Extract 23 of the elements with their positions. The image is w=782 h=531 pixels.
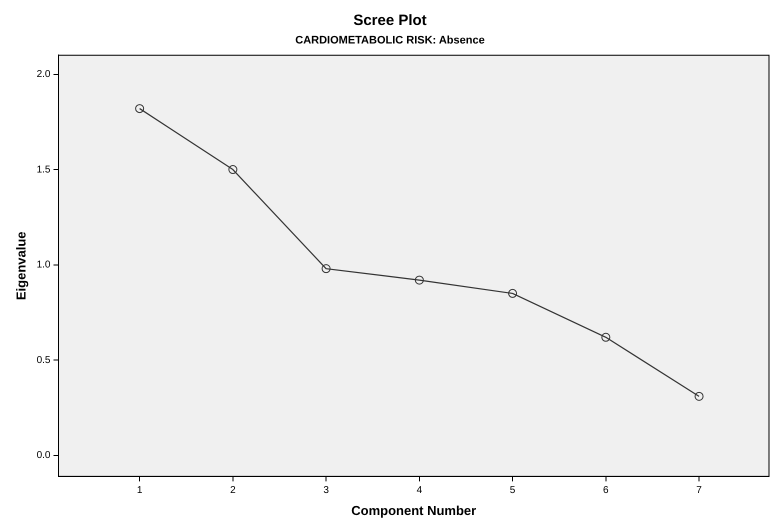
x-tick-label: 3	[323, 485, 330, 496]
y-tick-label: 1.5	[36, 164, 51, 176]
point	[228, 165, 238, 174]
x-axis-title: Component Number	[351, 502, 476, 518]
chart-subtitle: CARDIOMETABOLIC RISK: Absence	[295, 34, 485, 47]
x-tick-label: 2	[230, 485, 236, 496]
y-axis-title: Eigenvalue	[13, 231, 28, 300]
x-tick-label: 5	[510, 485, 516, 496]
point	[322, 264, 331, 274]
chart-title: Scree Plot	[353, 12, 427, 30]
point	[135, 104, 144, 114]
y-tick-label: 2.0	[36, 69, 51, 80]
y-tick-label: 1.0	[36, 260, 51, 271]
x-tick-label: 1	[136, 485, 143, 496]
point	[601, 332, 610, 342]
y-tick-label: 0.0	[36, 450, 51, 462]
point	[694, 392, 704, 401]
y-tick-label: 0.5	[36, 354, 51, 366]
x-tick-label: 6	[603, 485, 610, 496]
x-tick-label: 7	[696, 485, 702, 496]
point	[508, 288, 518, 298]
point	[414, 276, 424, 285]
x-tick-label: 4	[416, 485, 423, 496]
